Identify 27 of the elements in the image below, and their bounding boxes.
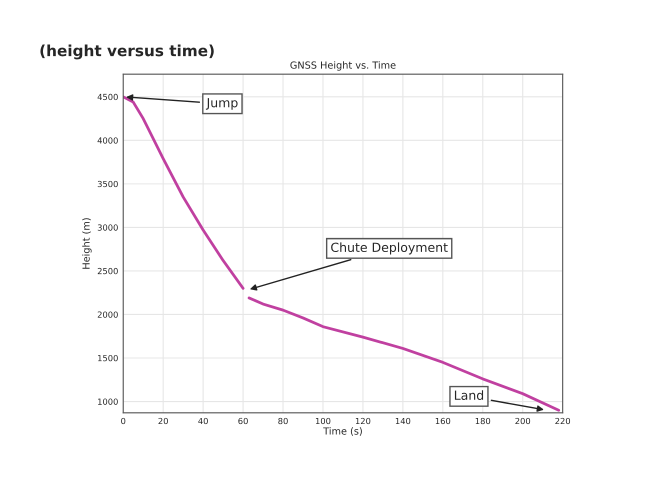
y-tick-label: 1500 [98,354,118,362]
x-tick-label: 100 [316,418,330,424]
x-tick-label: 80 [278,418,288,424]
x-axis-title: Time (s) [323,427,362,436]
x-tick-label: 40 [198,418,208,424]
x-tick-label: 180 [476,418,490,424]
y-axis-title: Height (m) [82,218,92,269]
y-tick-label: 3500 [98,180,118,188]
x-tick-label: 0 [121,418,126,424]
y-tick-label: 1000 [98,398,118,405]
annotation: Chute Deployment [331,242,448,254]
y-tick-label: 3000 [98,224,118,231]
annotation: Land [454,390,484,400]
x-tick-label: 160 [436,418,450,424]
y-tick-label: 4500 [98,94,118,100]
x-tick-label: 140 [396,418,410,424]
x-tick-label: 220 [555,418,570,424]
x-tick-label: 200 [515,418,530,424]
y-tick-label: 4000 [98,137,118,144]
x-tick-label: 20 [158,418,168,424]
chart-title: (height versus time) [40,44,214,60]
x-tick-label: 120 [356,418,370,424]
annotation: Jump [206,98,238,110]
y-tick-label: 2000 [98,311,118,318]
x-tick-label: 60 [238,418,248,424]
chart-subtitle: GNSS Height vs. Time [290,61,396,71]
y-tick-label: 2500 [98,268,118,274]
